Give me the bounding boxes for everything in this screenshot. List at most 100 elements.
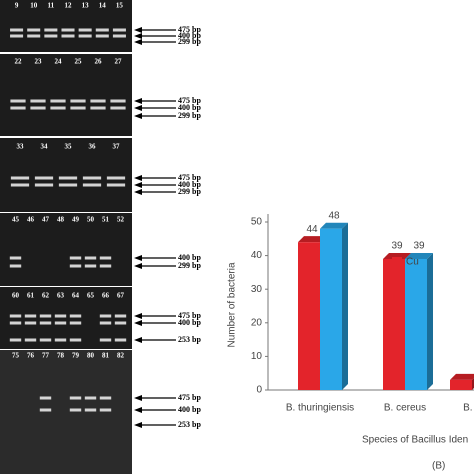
bar — [320, 222, 348, 390]
lane-number: 49 — [72, 216, 80, 224]
dna-band — [50, 99, 66, 103]
dna-band — [24, 338, 37, 342]
y-tick-label: 40 — [251, 250, 263, 261]
lane-number: 23 — [35, 58, 43, 66]
arrow-head — [134, 175, 142, 181]
marker-label: 299 bp — [178, 187, 201, 196]
arrow-head — [134, 337, 142, 343]
marker-label: 400 bp — [178, 31, 201, 40]
arrow-head — [134, 255, 142, 261]
dna-band — [39, 396, 52, 400]
dna-band — [90, 99, 106, 103]
marker-label: 400 bp — [178, 405, 201, 414]
arrow-head — [134, 113, 142, 119]
marker-label: 475 bp — [178, 96, 201, 105]
dna-band — [69, 408, 82, 412]
dna-band — [90, 106, 106, 110]
dna-band — [99, 256, 112, 260]
dna-band — [99, 264, 112, 268]
dna-band — [10, 183, 30, 187]
dna-band — [114, 314, 127, 318]
dna-band — [54, 338, 67, 342]
lane-number: 82 — [117, 352, 125, 360]
dna-band — [54, 321, 67, 325]
lane-number: 36 — [89, 143, 97, 151]
dna-band — [84, 264, 97, 268]
dna-band — [84, 408, 97, 412]
arrow-head — [134, 395, 142, 401]
dna-band — [27, 28, 41, 32]
value-label: 44 — [306, 224, 318, 235]
bar — [405, 252, 433, 390]
dna-band — [39, 314, 52, 318]
y-tick-label: 50 — [251, 217, 263, 228]
lane-number: 47 — [42, 216, 50, 224]
value-label: 48 — [328, 210, 340, 221]
dna-band — [82, 183, 102, 187]
dna-band — [78, 28, 92, 32]
bar-front — [405, 258, 427, 390]
marker-label: 400 bp — [178, 103, 201, 112]
lane-number: 62 — [42, 292, 50, 300]
bar — [450, 373, 474, 390]
arrow-head — [134, 98, 142, 104]
lane-number: 75 — [12, 352, 20, 360]
lane-number: 80 — [87, 352, 95, 360]
x-tick-label: B. cereus — [384, 403, 426, 414]
lane-number: 25 — [75, 58, 83, 66]
lane-number: 67 — [117, 292, 125, 300]
y-axis-label: Number of bacteria — [227, 262, 238, 347]
dna-band — [69, 314, 82, 318]
lane-number: 46 — [27, 216, 35, 224]
marker-label: 400 bp — [178, 253, 201, 262]
dna-band — [70, 99, 86, 103]
lane-number: 77 — [42, 352, 50, 360]
dna-band — [30, 99, 46, 103]
dna-band — [9, 264, 22, 268]
dna-band — [58, 176, 78, 180]
bar-top — [320, 222, 348, 229]
lane-number: 11 — [48, 2, 55, 10]
arrow-head — [134, 39, 142, 45]
dna-band — [10, 34, 24, 38]
bar-top — [450, 373, 474, 380]
lane-number: 50 — [87, 216, 95, 224]
lane-number: 24 — [55, 58, 63, 66]
dna-band — [110, 106, 126, 110]
y-tick-label: 20 — [251, 317, 263, 328]
lane-number: 52 — [117, 216, 125, 224]
arrow-head — [134, 313, 142, 319]
lane-number: 61 — [27, 292, 35, 300]
dna-band — [69, 321, 82, 325]
lane-number: 76 — [27, 352, 35, 360]
lane-number: 9 — [15, 2, 19, 10]
marker-label: 475 bp — [178, 311, 201, 320]
gel-panel — [0, 0, 132, 52]
value-label: 39 — [391, 241, 403, 252]
marker-label: 475 bp — [178, 173, 201, 182]
lane-number: 34 — [41, 143, 49, 151]
dna-band — [24, 314, 37, 318]
dna-band — [99, 396, 112, 400]
x-axis-label: Species of Bacillus Iden — [362, 435, 468, 446]
lane-number: 12 — [65, 2, 73, 10]
lane-number: 60 — [12, 292, 20, 300]
bar-top — [383, 252, 411, 259]
gel-panel — [0, 138, 132, 212]
lane-number: 10 — [30, 2, 38, 10]
dna-band — [114, 338, 127, 342]
legend-label: Cu — [406, 257, 419, 268]
lane-number: 27 — [115, 58, 123, 66]
dna-band — [34, 183, 54, 187]
x-tick-label: B. thuringiensis — [286, 403, 354, 414]
lane-number: 13 — [82, 2, 90, 10]
lane-number: 22 — [15, 58, 23, 66]
marker-label: 299 bp — [178, 37, 201, 46]
y-tick-label: 10 — [251, 351, 263, 362]
dna-band — [69, 256, 82, 260]
dna-band — [82, 176, 102, 180]
lane-number: 81 — [102, 352, 110, 360]
dna-band — [61, 34, 75, 38]
arrow-head — [134, 182, 142, 188]
